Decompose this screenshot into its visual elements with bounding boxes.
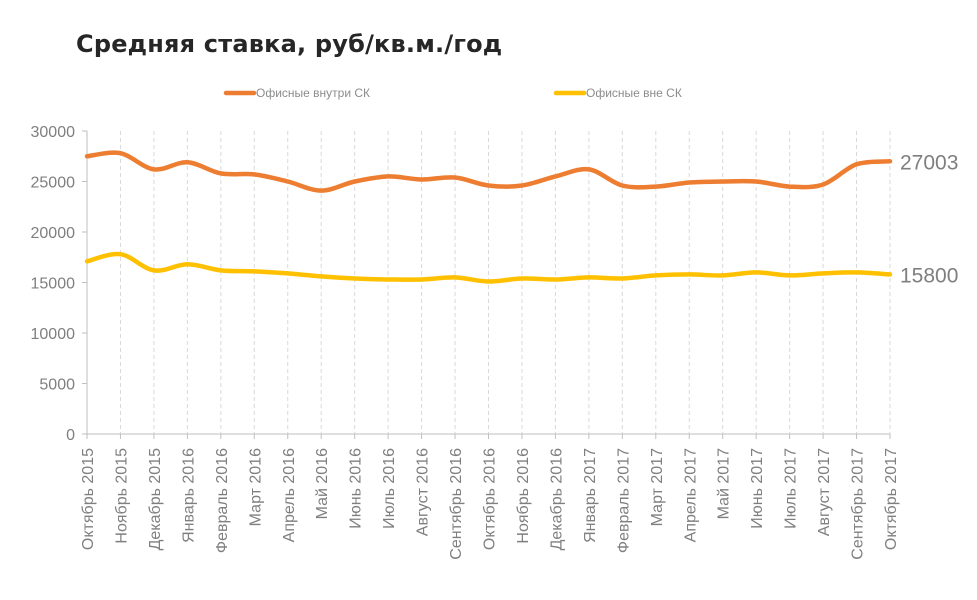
axes [82,130,891,439]
x-tick-label: Май 2016 [314,448,331,519]
series-line-1 [84,150,893,193]
x-tick-label: Март 2016 [247,448,264,526]
series-line-2 [84,251,893,284]
x-tick-label: Сентябрь 2016 [448,448,465,560]
legend-label-2: Офисные вне СК [586,86,682,100]
x-tick-label: Июнь 2016 [348,448,365,529]
x-tick-label: Декабрь 2016 [548,448,565,551]
x-tick-label: Июль 2016 [381,448,398,529]
x-tick-label: Ноябрь 2016 [515,448,532,544]
y-tick-label: 20000 [31,225,76,242]
x-tick-label: Январь 2016 [180,448,197,543]
x-tick-label: Октябрь 2017 [883,448,900,550]
y-tick-label: 15000 [31,276,76,293]
end-labels: 27003 15800 [900,151,958,287]
x-tick-label: Апрель 2017 [682,448,699,542]
x-tick-label: Ноябрь 2015 [113,448,130,544]
x-tick-label: Апрель 2016 [281,448,298,542]
x-tick-label: Август 2017 [816,448,833,536]
end-value-label-1: 27003 [900,151,958,174]
y-tick-label: 10000 [31,326,76,343]
y-tick-labels: 0 5000 10000 15000 20000 25000 30000 [31,124,76,444]
x-tick-label: Январь 2017 [582,448,599,543]
x-tick-label: Июль 2017 [783,448,800,529]
y-tick-label: 5000 [39,377,75,394]
x-tick-labels: Октябрь 2015 Ноябрь 2015 Декабрь 2015 Январ… [80,448,900,560]
x-tick-label: Март 2017 [649,448,666,526]
y-tick-label: 25000 [31,175,76,192]
x-tick-label: Октябрь 2015 [80,448,97,550]
x-tick-label: Декабрь 2015 [147,448,164,551]
x-tick-label: Февраль 2016 [214,448,231,553]
x-tick-label: Август 2016 [415,448,432,536]
y-tick-label: 0 [66,427,75,444]
x-tick-label: Июнь 2017 [749,448,766,529]
x-tick-label: Октябрь 2016 [482,448,499,550]
series-lines [84,150,893,284]
x-tick-label: Май 2017 [716,448,733,519]
legend-label-1: Офисные внутри СК [256,86,370,100]
x-tick-label: Сентябрь 2017 [850,448,867,560]
y-tick-label: 30000 [31,124,76,141]
legend: Офисные внутри СК Офисные вне СК [223,86,682,100]
end-value-label-2: 15800 [900,264,958,287]
chart-title: Средняя ставка, руб/кв.м./год [76,30,503,58]
x-tick-label: Февраль 2017 [615,448,632,553]
